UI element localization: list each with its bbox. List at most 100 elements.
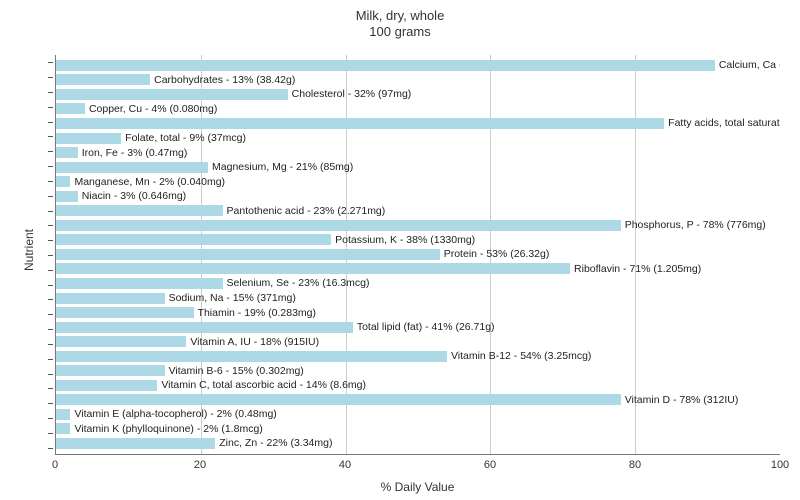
bar <box>56 118 664 129</box>
bar <box>56 322 353 333</box>
bar-label: Vitamin E (alpha-tocopherol) - 2% (0.48m… <box>70 408 276 420</box>
y-tick-mark <box>48 196 53 197</box>
title-line-1: Milk, dry, whole <box>0 8 800 24</box>
y-tick-mark <box>48 448 53 449</box>
y-ticks <box>45 55 53 455</box>
x-axis-label: % Daily Value <box>55 480 780 494</box>
y-tick-mark <box>48 418 53 419</box>
y-tick-mark <box>48 255 53 256</box>
y-tick-mark <box>48 122 53 123</box>
bar <box>56 409 70 420</box>
y-tick-mark <box>48 403 53 404</box>
bar-row: Potassium, K - 38% (1330mg) <box>56 234 780 246</box>
bar-label: Protein - 53% (26.32g) <box>440 248 550 260</box>
bar-row: Vitamin E (alpha-tocopherol) - 2% (0.48m… <box>56 408 780 420</box>
bar-label: Thiamin - 19% (0.283mg) <box>194 307 316 319</box>
y-tick-mark <box>48 344 53 345</box>
y-tick-mark <box>48 433 53 434</box>
bar <box>56 162 208 173</box>
bar <box>56 423 70 434</box>
bar-label: Vitamin A, IU - 18% (915IU) <box>186 336 319 348</box>
bar-label: Zinc, Zn - 22% (3.34mg) <box>215 437 332 449</box>
bar-row: Vitamin C, total ascorbic acid - 14% (8.… <box>56 379 780 391</box>
bar-row: Folate, total - 9% (37mcg) <box>56 132 780 144</box>
y-axis-label: Nutrient <box>22 229 36 271</box>
y-tick-mark <box>48 285 53 286</box>
bar-row: Protein - 53% (26.32g) <box>56 248 780 260</box>
bar-row: Manganese, Mn - 2% (0.040mg) <box>56 176 780 188</box>
bar-row: Niacin - 3% (0.646mg) <box>56 190 780 202</box>
bar <box>56 249 440 260</box>
y-tick-mark <box>48 151 53 152</box>
bar <box>56 205 223 216</box>
bar-row: Vitamin D - 78% (312IU) <box>56 394 780 406</box>
bar <box>56 220 621 231</box>
y-tick-mark <box>48 181 53 182</box>
bar <box>56 394 621 405</box>
y-tick-mark <box>48 136 53 137</box>
y-tick-mark <box>48 107 53 108</box>
bar-row: Fatty acids, total saturated - 84% (16.7… <box>56 117 780 129</box>
x-tick-label: 20 <box>194 459 206 471</box>
bar <box>56 133 121 144</box>
bar <box>56 60 715 71</box>
bar-label: Riboflavin - 71% (1.205mg) <box>570 263 701 275</box>
y-tick-mark <box>48 77 53 78</box>
bar-label: Iron, Fe - 3% (0.47mg) <box>78 147 188 159</box>
bar-label: Potassium, K - 38% (1330mg) <box>331 234 475 246</box>
bar <box>56 74 150 85</box>
bar-label: Niacin - 3% (0.646mg) <box>78 190 186 202</box>
y-tick-mark <box>48 92 53 93</box>
y-tick-mark <box>48 359 53 360</box>
nutrient-chart: Milk, dry, whole 100 grams Nutrient Calc… <box>0 0 800 500</box>
bar-label: Total lipid (fat) - 41% (26.71g) <box>353 321 495 333</box>
bar-label: Sodium, Na - 15% (371mg) <box>165 292 296 304</box>
bar <box>56 103 85 114</box>
y-tick-mark <box>48 166 53 167</box>
bar <box>56 380 157 391</box>
y-tick-mark <box>48 240 53 241</box>
bar <box>56 278 223 289</box>
x-tick-label: 60 <box>484 459 496 471</box>
bar-row: Magnesium, Mg - 21% (85mg) <box>56 161 780 173</box>
bar <box>56 89 288 100</box>
bar <box>56 147 78 158</box>
bar <box>56 438 215 449</box>
bar-label: Folate, total - 9% (37mcg) <box>121 132 246 144</box>
bar-row: Vitamin B-6 - 15% (0.302mg) <box>56 365 780 377</box>
bar-label: Vitamin C, total ascorbic acid - 14% (8.… <box>157 379 366 391</box>
bar-label: Magnesium, Mg - 21% (85mg) <box>208 161 353 173</box>
bar-row: Iron, Fe - 3% (0.47mg) <box>56 147 780 159</box>
bar-label: Manganese, Mn - 2% (0.040mg) <box>70 176 225 188</box>
bar-row: Selenium, Se - 23% (16.3mcg) <box>56 277 780 289</box>
bar-label: Phosphorus, P - 78% (776mg) <box>621 219 766 231</box>
bar-row: Total lipid (fat) - 41% (26.71g) <box>56 321 780 333</box>
y-tick-mark <box>48 329 53 330</box>
chart-title: Milk, dry, whole 100 grams <box>0 0 800 41</box>
bar-row: Calcium, Ca - 91% (912mg) <box>56 59 780 71</box>
bar-label: Carbohydrates - 13% (38.42g) <box>150 74 295 86</box>
bar <box>56 336 186 347</box>
bar-label: Selenium, Se - 23% (16.3mcg) <box>223 277 370 289</box>
y-tick-mark <box>48 388 53 389</box>
bar-row: Pantothenic acid - 23% (2.271mg) <box>56 205 780 217</box>
bar <box>56 365 165 376</box>
x-tick-label: 0 <box>52 459 58 471</box>
bar-row: Vitamin K (phylloquinone) - 2% (1.8mcg) <box>56 423 780 435</box>
bar-row: Vitamin A, IU - 18% (915IU) <box>56 336 780 348</box>
bar-label: Copper, Cu - 4% (0.080mg) <box>85 103 217 115</box>
bar-row: Carbohydrates - 13% (38.42g) <box>56 74 780 86</box>
plot-area: Calcium, Ca - 91% (912mg) Carbohydrates -… <box>55 55 780 455</box>
bar-label: Vitamin B-12 - 54% (3.25mcg) <box>447 350 591 362</box>
bar <box>56 307 194 318</box>
y-tick-mark <box>48 62 53 63</box>
bar-label: Cholesterol - 32% (97mg) <box>288 88 412 100</box>
bar-label: Calcium, Ca - 91% (912mg) <box>715 59 780 71</box>
bar <box>56 234 331 245</box>
y-tick-mark <box>48 270 53 271</box>
bar-row: Sodium, Na - 15% (371mg) <box>56 292 780 304</box>
x-ticks: 020406080100 <box>55 459 780 475</box>
bar <box>56 351 447 362</box>
y-tick-mark <box>48 225 53 226</box>
bar-row: Phosphorus, P - 78% (776mg) <box>56 219 780 231</box>
